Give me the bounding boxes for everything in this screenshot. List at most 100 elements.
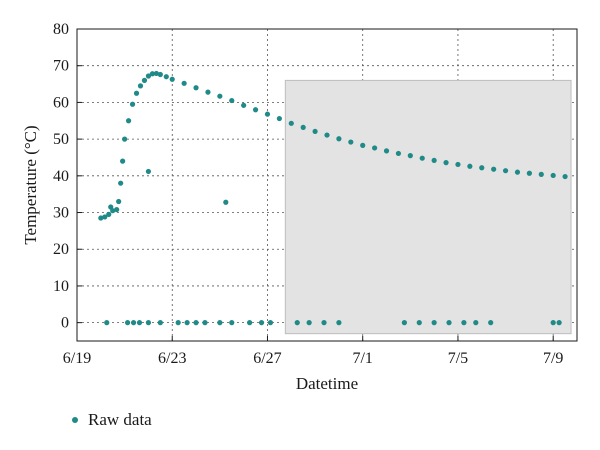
data-point [114,206,120,213]
x-tick-label: 6/27 [253,350,281,367]
data-point [383,148,390,154]
data-point [360,142,366,148]
data-point [312,128,318,135]
data-point [133,90,140,96]
data-point [479,165,485,171]
y-tick-label: 80 [53,21,69,38]
y-tick-label: 40 [53,168,69,185]
data-points [98,70,568,326]
y-tick-label: 50 [53,131,69,148]
data-point [276,115,282,122]
data-point [538,171,544,177]
data-point [550,172,556,179]
data-point [443,160,449,166]
data-point [372,145,378,151]
data-point [98,215,104,221]
y-axis-title: Temperature (°C) [21,125,40,244]
data-point [446,320,452,326]
x-tick-label: 6/19 [63,350,91,367]
data-point [120,158,126,164]
data-point [455,161,461,168]
x-tick-label: 7/5 [448,350,468,367]
data-point [157,320,163,326]
data-point [116,198,122,205]
data-point [145,320,152,326]
data-point [258,320,265,326]
data-point [223,199,229,205]
data-point [336,136,342,142]
data-point [184,320,190,326]
data-point [321,320,327,326]
data-point [149,71,155,77]
data-point [193,320,199,326]
data-point [556,320,562,326]
y-tick-label: 30 [53,205,69,222]
y-tick-label: 20 [53,241,69,258]
legend-marker [72,417,78,423]
data-point [130,320,137,326]
x-tick-label: 6/23 [158,350,186,367]
x-tick-label: 7/1 [352,350,372,367]
data-point [102,214,108,220]
data-point [217,93,223,99]
data-point [122,136,128,142]
data-point [467,163,473,169]
y-tick-label: 70 [53,58,69,75]
legend: Raw data [72,410,152,430]
x-axis-title: Datetime [296,374,358,393]
data-point [401,320,407,326]
data-point [461,320,467,326]
data-point [264,111,271,117]
data-point [136,320,143,326]
data-point [193,85,199,91]
data-point [288,120,294,126]
data-point [419,155,425,161]
data-point [141,77,148,83]
data-point [181,80,187,86]
data-point [416,320,422,326]
data-point [157,71,163,78]
data-point [550,320,556,326]
data-point [407,153,413,159]
x-tick-label: 7/9 [543,350,563,367]
data-point [106,211,112,217]
data-point [163,74,169,80]
data-point [137,83,144,89]
data-point [491,166,497,172]
data-point [473,320,479,326]
data-point [145,168,152,175]
data-point [118,180,124,186]
data-point [205,89,211,95]
y-tick-label: 0 [61,315,69,332]
data-point [488,320,494,326]
data-point [153,70,159,77]
data-point [431,157,437,164]
data-point [175,320,181,326]
data-point [306,320,312,326]
data-point [202,320,208,326]
data-point [431,320,437,326]
x-axis-ticks: 6/19 6/23 6/27 7/1 7/5 7/9 [63,336,563,367]
data-point [336,320,342,326]
data-point [124,320,131,326]
data-point [125,118,132,124]
data-point [110,208,116,214]
data-point [526,170,532,176]
y-tick-label: 60 [53,94,69,111]
data-point [267,320,274,326]
data-point [145,73,152,79]
data-point [324,132,330,138]
data-point [300,124,306,130]
data-point [502,168,509,174]
data-point [294,320,300,326]
data-point [229,320,235,326]
data-point [217,320,223,326]
data-point [247,320,253,326]
data-point [348,139,354,145]
data-point [514,169,521,175]
y-axis-ticks: 0 10 20 30 40 50 60 70 80 [53,21,82,332]
data-point [395,150,402,157]
data-point [562,173,568,180]
data-point [229,97,235,104]
